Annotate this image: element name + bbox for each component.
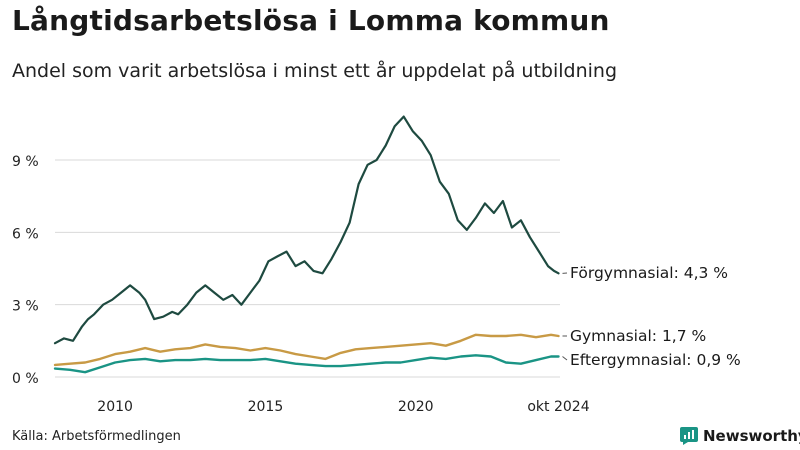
x-tick-label: 2020 (398, 399, 434, 415)
y-tick-label: 0 % (12, 371, 39, 387)
end-labels: Gymnasial: 1,7 % Eftergymnasial: 0,9 % För… (562, 264, 741, 369)
brand-name: Newsworthy (703, 427, 800, 445)
y-tick-label: 3 % (12, 299, 39, 315)
series-lines (53, 115, 560, 374)
y-tick-label: 6 % (12, 226, 39, 242)
series-line-eftergymnasial (53, 354, 560, 374)
end-label-eftergymnasial: Eftergymnasial: 0,9 % (570, 351, 741, 369)
y-tick-label: 9 % (12, 154, 39, 170)
grid-lines (55, 159, 560, 378)
x-axis-ticks: 2010 2015 2020 okt 2024 (97, 399, 589, 415)
series-line-gymnasial (53, 333, 560, 367)
brand-logo[interactable]: Newsworthy (680, 427, 800, 445)
end-label-gymnasial: Gymnasial: 1,7 % (570, 327, 706, 345)
end-label-connector (562, 356, 568, 361)
series-line-forgymnasial (53, 115, 560, 345)
end-label-forgymnasial: Förgymnasial: 4,3 % (570, 264, 728, 282)
newsworthy-logo-icon (680, 427, 698, 445)
x-tick-label: okt 2024 (527, 399, 589, 415)
chart-title: Långtidsarbetslösa i Lomma kommun (12, 4, 610, 37)
x-tick-label: 2010 (97, 399, 133, 415)
x-tick-label: 2015 (248, 399, 284, 415)
y-axis-ticks: 0 % 3 % 6 % 9 % (12, 154, 39, 387)
source-note: Källa: Arbetsförmedlingen (12, 429, 181, 444)
chart-subtitle: Andel som varit arbetslösa i minst ett å… (12, 60, 618, 82)
